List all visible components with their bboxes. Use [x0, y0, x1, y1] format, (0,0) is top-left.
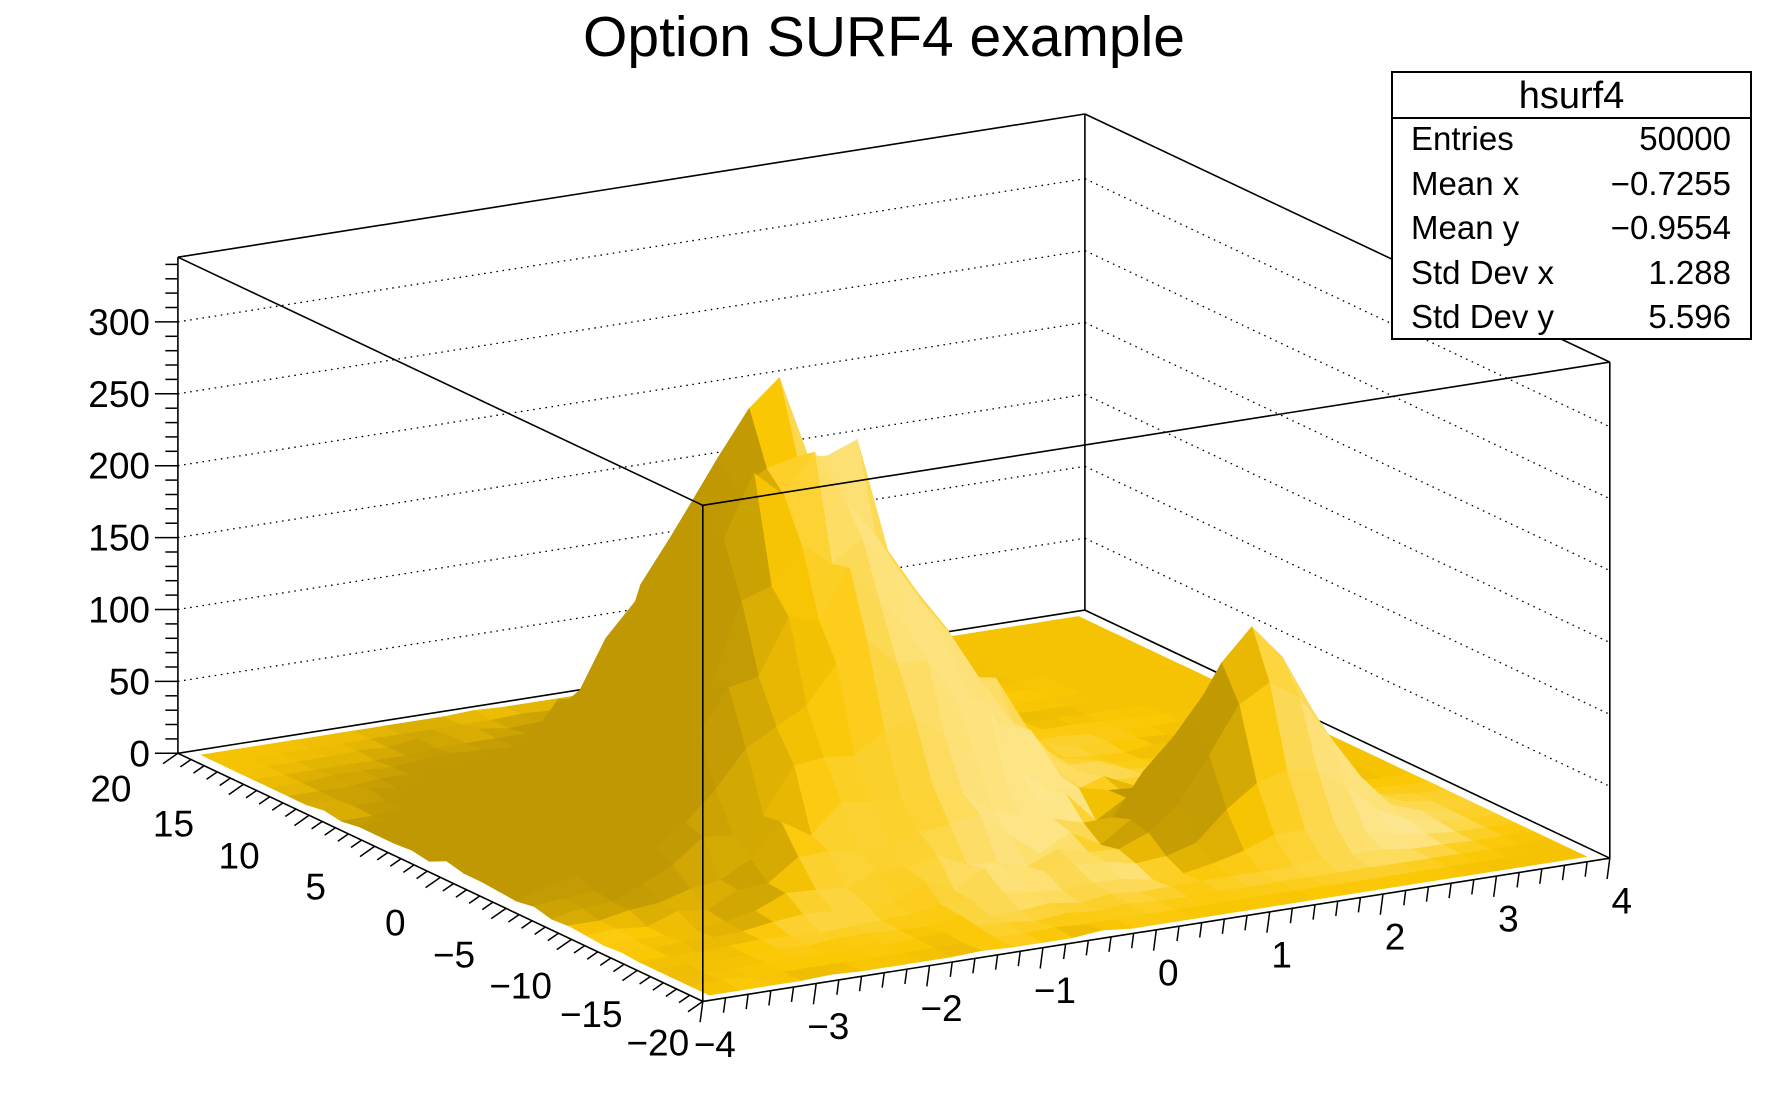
svg-text:−1: −1: [1034, 970, 1076, 1011]
svg-text:−10: −10: [489, 965, 552, 1006]
svg-text:−15: −15: [560, 994, 623, 1035]
svg-text:2: 2: [1385, 917, 1406, 958]
svg-text:0: 0: [1158, 952, 1179, 993]
svg-text:0: 0: [129, 733, 150, 774]
svg-text:−20: −20: [626, 1022, 689, 1063]
svg-text:−3: −3: [807, 1006, 849, 1047]
svg-text:15: 15: [153, 803, 194, 844]
svg-text:−4: −4: [694, 1024, 736, 1065]
svg-text:0: 0: [385, 902, 406, 943]
svg-text:100: 100: [88, 590, 150, 631]
svg-text:10: 10: [219, 835, 260, 876]
svg-text:150: 150: [88, 518, 150, 559]
svg-text:3: 3: [1498, 899, 1519, 940]
svg-text:1: 1: [1271, 934, 1292, 975]
svg-text:300: 300: [88, 302, 150, 343]
svg-text:250: 250: [88, 374, 150, 415]
svg-text:20: 20: [90, 768, 131, 809]
svg-text:4: 4: [1612, 881, 1633, 922]
svg-text:−5: −5: [433, 934, 475, 975]
svg-text:5: 5: [305, 866, 326, 907]
svg-text:−2: −2: [920, 988, 962, 1029]
svg-text:200: 200: [88, 446, 150, 487]
svg-text:50: 50: [109, 661, 150, 702]
